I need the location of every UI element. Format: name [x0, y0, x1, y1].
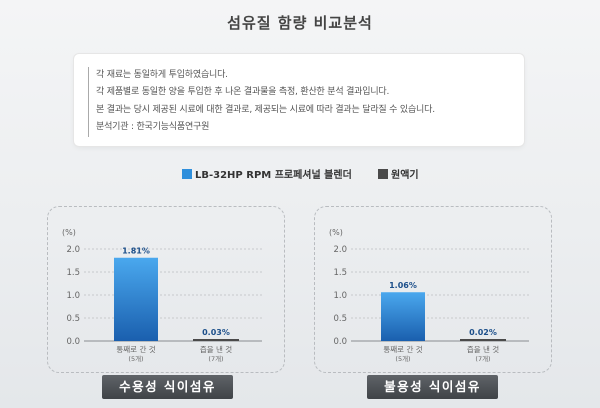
bar-value-label: 0.03% [202, 328, 230, 337]
bar-blender [114, 257, 158, 341]
note-line: 본 결과는 당시 제공된 시료에 대한 결과로, 제공되는 시료에 따라 결과는… [96, 104, 435, 115]
notes-box: 각 재료는 동일하게 투입하였습니다. 각 제품별로 동일한 양을 투입한 후 … [74, 54, 524, 146]
chart-soluble: (%) 2.0 1.5 1.0 0.5 0.0 1.81% 통째로 간 것(5개) 0.03% 즙… [62, 228, 262, 363]
y-tick-label: 2.0 [66, 245, 80, 255]
x-category-label: 통째로 간 것 [383, 344, 422, 354]
page-title: 섬유질 함량 비교분석 [227, 14, 373, 32]
x-category-label: 통째로 간 것 [116, 344, 155, 354]
legend-swatch-juicer [378, 169, 388, 179]
chart-insoluble: (%) 2.0 1.5 1.0 0.5 0.0 1.06% 통째로 간 것(5개) 0.02% 즙… [329, 228, 529, 363]
x-category-sublabel: (7개) [475, 354, 490, 363]
legend-item-juicer: 원액기 [378, 166, 419, 181]
x-category-sublabel: (7개) [208, 354, 223, 363]
chart-legend: LB-32HP RPM 프로페셔널 블렌더 원액기 [0, 166, 600, 182]
bar-value-label: 1.81% [122, 247, 150, 256]
chart-panel-insoluble: (%) 2.0 1.5 1.0 0.5 0.0 1.06% 통째로 간 것 (5개) 0.02% 즙… [314, 206, 552, 373]
chart-title-insoluble: 불용성 식이섬유 [367, 375, 498, 399]
y-tick-label: 1.5 [333, 268, 347, 278]
y-tick-label: 0.5 [333, 314, 347, 324]
note-line: 각 재료는 동일하게 투입하였습니다. [96, 70, 228, 80]
chart-panel-soluble: (%) 2.0 1.5 1.0 0.5 0.0 1.81% 통째로 간 것 (5개) 0.03% 즙… [47, 206, 285, 373]
x-category-label: 즙을 낸 것 [467, 344, 499, 354]
notes-list: 각 재료는 동일하게 투입하였습니다. 각 제품별로 동일한 양을 투입한 후 … [74, 54, 524, 137]
legend-item-blender: LB-32HP RPM 프로페셔널 블렌더 [182, 166, 352, 181]
y-axis-unit: (%) [62, 228, 76, 237]
y-tick-label: 2.0 [333, 245, 347, 255]
bar-blender [381, 292, 425, 341]
bar-value-label: 1.06% [389, 281, 417, 290]
y-tick-label: 0.0 [66, 337, 80, 347]
legend-label-juicer: 원액기 [391, 170, 419, 181]
y-tick-label: 0.5 [66, 314, 80, 324]
bar-juicer [193, 339, 239, 341]
bar-value-label: 0.02% [469, 328, 497, 337]
chart-title-soluble: 수용성 식이섬유 [102, 375, 233, 399]
y-tick-label: 1.0 [333, 291, 347, 301]
y-tick-label: 1.0 [66, 291, 80, 301]
x-category-sublabel: (5개) [395, 354, 410, 363]
y-tick-label: 0.0 [333, 337, 347, 347]
bar-juicer [460, 339, 506, 341]
note-line: 각 제품별로 동일한 양을 투입한 후 나온 결과물을 측정, 환산한 분석 결… [96, 87, 390, 98]
note-line: 분석기관 : 한국기능식품연구원 [96, 122, 210, 133]
y-tick-label: 1.5 [66, 268, 80, 278]
x-category-sublabel: (5개) [128, 354, 143, 363]
legend-swatch-blender [182, 169, 192, 179]
legend-label-blender: LB-32HP RPM 프로페셔널 블렌더 [195, 170, 352, 181]
y-axis-unit: (%) [329, 228, 343, 237]
x-category-label: 즙을 낸 것 [200, 344, 232, 354]
